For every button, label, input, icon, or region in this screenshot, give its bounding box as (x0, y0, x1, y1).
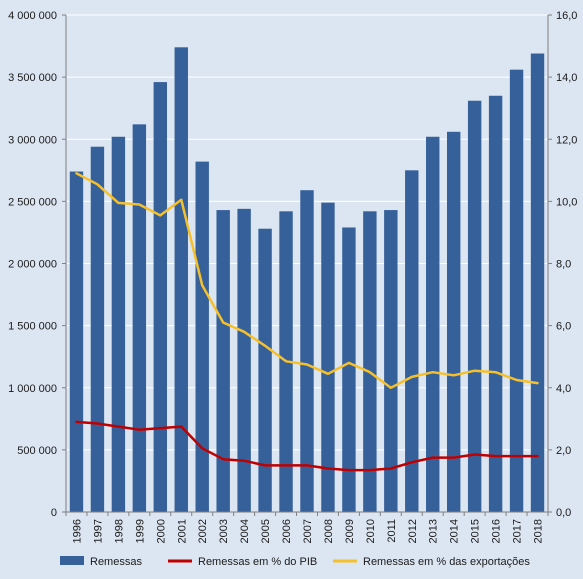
bar-2007 (300, 190, 314, 512)
y-right-tick-label: 0,0 (556, 507, 571, 519)
bars-remessas (69, 47, 545, 513)
x-tick-label-2016: 2016 (491, 519, 503, 543)
bar-2005 (258, 228, 272, 512)
y-right-tick-label: 4,0 (556, 383, 571, 395)
x-tick-label-1999: 1999 (134, 519, 146, 543)
bar-2015 (467, 100, 482, 513)
series-line-2 (75, 172, 539, 390)
y-right-tick-label: 12,0 (556, 134, 577, 146)
x-tick-label-2007: 2007 (302, 519, 314, 543)
y-left-tick-label: 2 000 000 (8, 259, 57, 271)
bar-2001 (174, 47, 188, 513)
x-tick-label-1997: 1997 (92, 519, 104, 543)
bar-2008 (321, 202, 335, 512)
legend-label: Remessas em % do PIB (198, 556, 317, 568)
x-tick-label-2012: 2012 (407, 519, 419, 543)
x-tick-label-2000: 2000 (155, 519, 167, 543)
y-right-tick-label: 2,0 (556, 445, 571, 457)
x-tick-label-2006: 2006 (281, 519, 293, 543)
y-left-tick-label: 2 500 000 (8, 196, 57, 208)
y-left-tick-labels: 0 500 000 1 000 000 1 500 000 2 000 000 2 500… (8, 10, 57, 519)
y-right-tick-label: 14,0 (556, 72, 577, 84)
bar-1997 (90, 146, 105, 512)
x-tick-label-1996: 1996 (71, 519, 83, 543)
legend: Remessas Remessas em % do PIB Remessas em … (60, 556, 530, 568)
bar-1998 (111, 136, 126, 512)
y-right-tick-label: 16,0 (556, 10, 577, 22)
bar-1999 (132, 124, 147, 512)
x-tick-label-2014: 2014 (449, 519, 461, 543)
bar-2004 (237, 208, 251, 512)
y-left-tick-label: 1 500 000 (8, 321, 57, 333)
bar-2013 (426, 136, 440, 512)
x-tick-label-2010: 2010 (365, 519, 377, 543)
y-left-tick-label: 0 (51, 507, 57, 519)
x-tick-label-2001: 2001 (176, 519, 188, 543)
x-tick-label-2018: 2018 (533, 519, 545, 543)
bar-2014 (446, 131, 461, 513)
bar-2018 (530, 53, 545, 513)
y-left-tick-label: 3 500 000 (8, 72, 57, 84)
bar-2000 (153, 82, 168, 512)
bar-2012 (405, 170, 419, 512)
bar-2017 (509, 69, 524, 513)
legend-label: Remessas (90, 556, 142, 568)
y-left-tick-label: 4 000 000 (8, 10, 57, 22)
axes (62, 14, 552, 516)
x-tick-label-2013: 2013 (428, 519, 440, 543)
lines (75, 172, 539, 472)
x-tick-label-2004: 2004 (239, 519, 251, 543)
x-tick-label-2003: 2003 (218, 519, 230, 543)
legend-label: Remessas em % das exportações (363, 556, 530, 568)
x-tick-label-2017: 2017 (512, 519, 524, 543)
x-tick-label-2009: 2009 (344, 519, 356, 543)
y-right-tick-label: 8,0 (556, 259, 571, 271)
bar-2011 (384, 210, 398, 512)
y-right-tick-labels: 0,0 2,0 4,0 6,0 8,0 10,0 12,0 14,0 16,0 (556, 10, 577, 519)
y-right-tick-label: 10,0 (556, 196, 577, 208)
x-tick-label-2005: 2005 (260, 519, 272, 543)
x-tick-label-2011: 2011 (386, 519, 398, 543)
legend-swatch-bar (60, 556, 84, 565)
bar-2010 (363, 211, 377, 512)
x-tick-label-2015: 2015 (470, 519, 482, 543)
y-right-tick-label: 6,0 (556, 321, 571, 333)
bar-1996 (69, 171, 84, 512)
y-left-tick-label: 3 000 000 (8, 134, 57, 146)
x-tick-label-2002: 2002 (197, 519, 209, 543)
y-left-tick-label: 1 000 000 (8, 383, 57, 395)
y-left-tick-label: 500 000 (17, 445, 57, 457)
bar-2016 (488, 95, 503, 512)
x-tick-label-2008: 2008 (323, 519, 335, 543)
x-tick-labels: 1996 1997 1998 1999 2000 2001 2002 2003 2004 2005… (71, 519, 544, 543)
bar-2002 (195, 161, 209, 513)
bar-2003 (216, 210, 230, 512)
x-tick-label-1998: 1998 (113, 519, 125, 543)
bar-2009 (342, 227, 356, 512)
series-line-1 (75, 420, 539, 472)
